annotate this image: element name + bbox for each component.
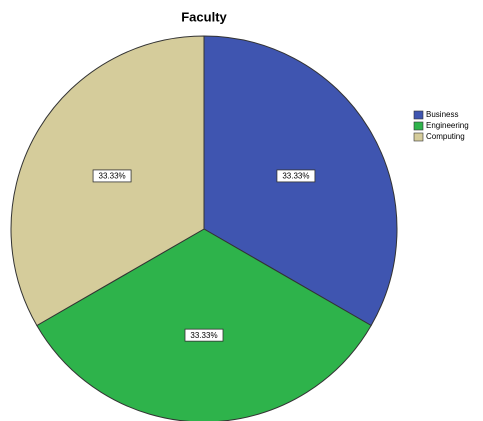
legend-swatch: [413, 132, 424, 142]
label-box: [276, 169, 316, 183]
data-label: 33.33%: [282, 172, 309, 181]
chart-title: Faculty: [181, 9, 227, 24]
legend-swatch: [413, 110, 424, 120]
data-label: 33.33%: [190, 331, 217, 340]
label-box: [92, 169, 132, 183]
label-box: [184, 328, 224, 342]
pie-slice: [36, 228, 372, 421]
legend-label: Business: [426, 110, 458, 119]
legend-swatch: [413, 121, 424, 131]
data-label: 33.33%: [99, 172, 126, 181]
legend-label: Computing: [426, 132, 465, 141]
legend-label: Engineering: [426, 121, 469, 130]
